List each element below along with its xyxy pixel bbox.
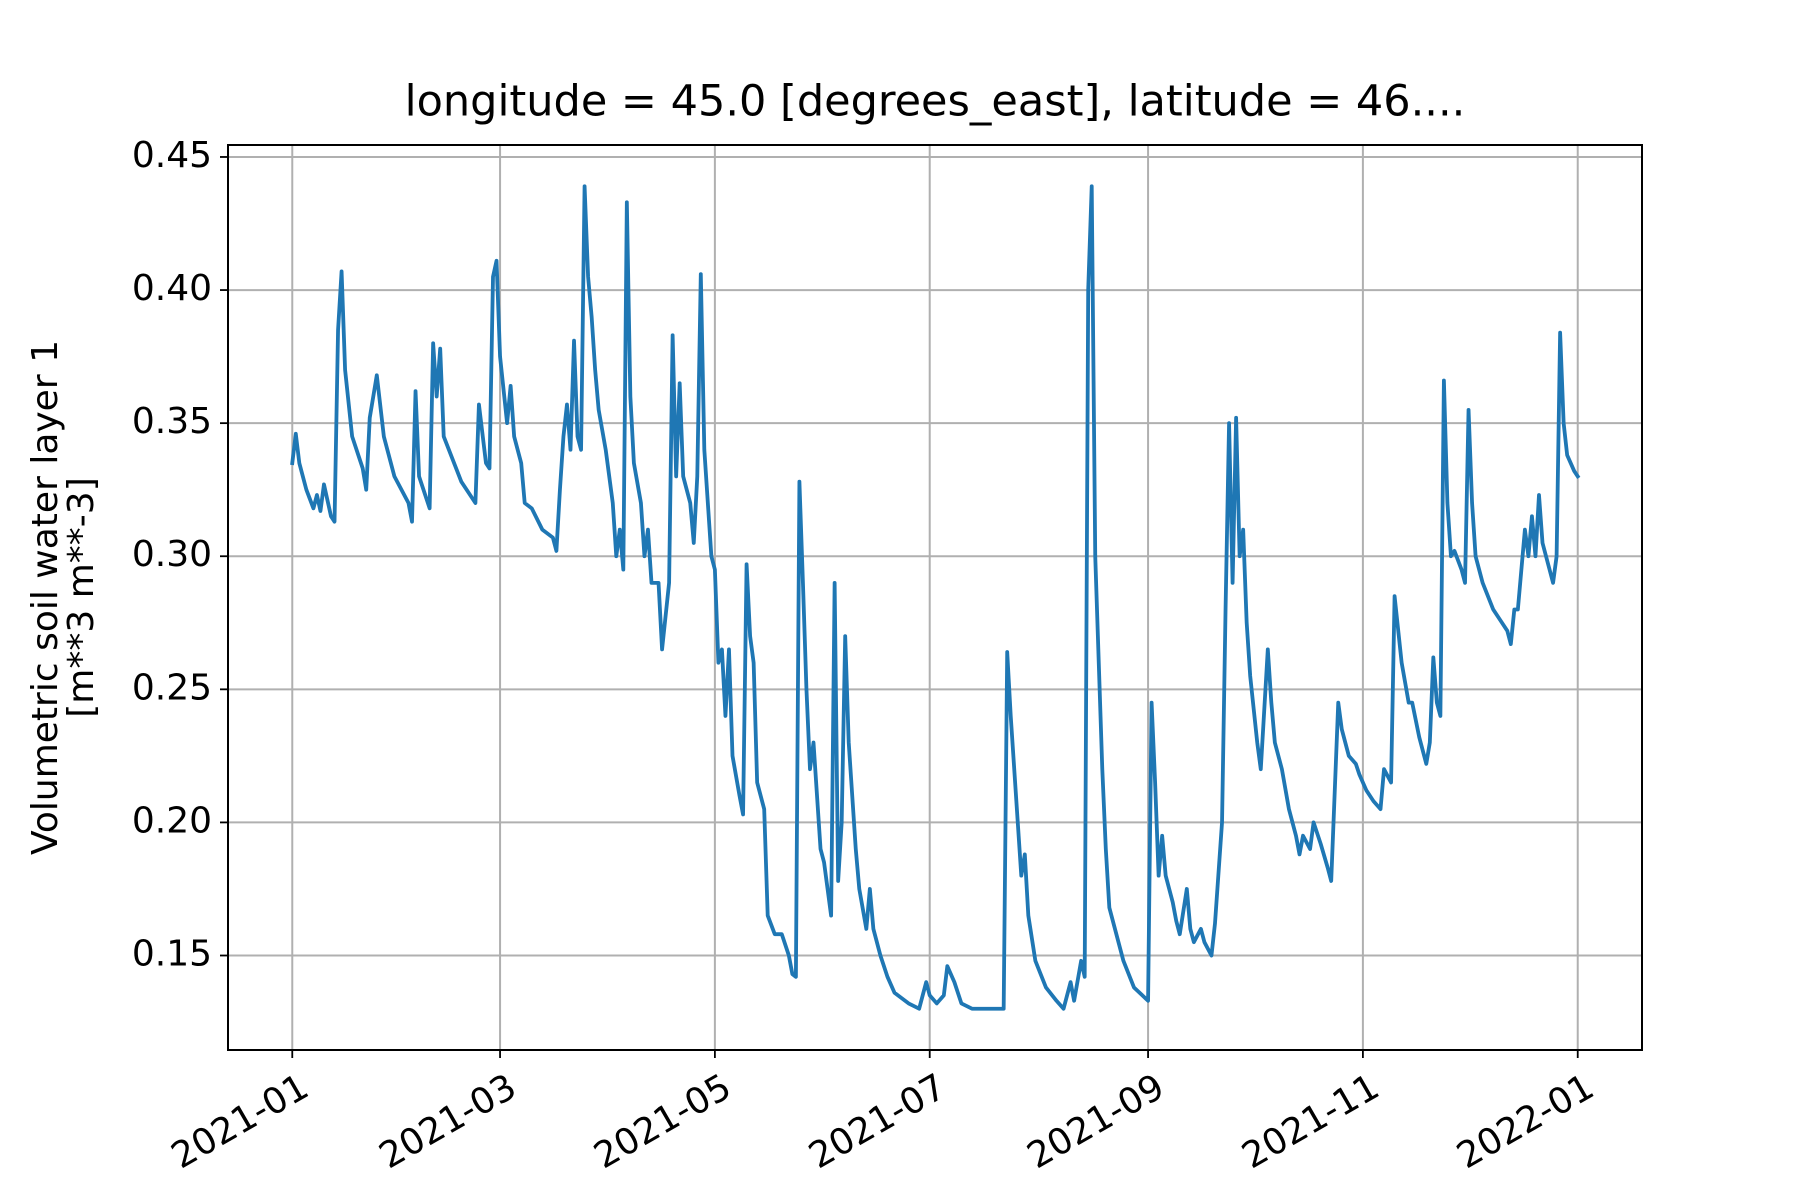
y-axis-label: [m**3 m**-3]	[61, 477, 102, 717]
y-tick-label: 0.15	[132, 934, 212, 975]
y-tick-label: 0.45	[132, 135, 212, 176]
data-line	[290, 184, 1581, 1011]
y-axis-label: Volumetric soil water layer 1	[25, 340, 66, 855]
y-tick-label: 0.35	[132, 401, 212, 442]
plot-frame	[227, 144, 1643, 1051]
y-tick-label: 0.30	[132, 534, 212, 575]
chart-title: longitude = 45.0 [degrees_east], latitud…	[405, 77, 1466, 127]
y-tick-label: 0.20	[132, 800, 212, 841]
y-tick-label: 0.25	[132, 667, 212, 708]
y-tick-label: 0.40	[132, 268, 212, 309]
